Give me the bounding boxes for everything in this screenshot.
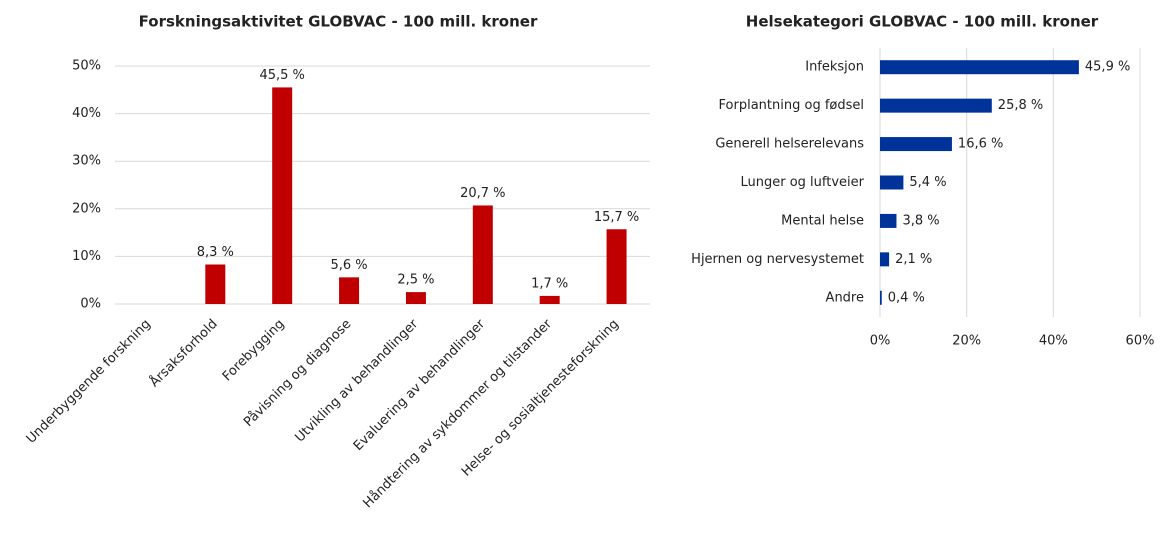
data-label: 25,8 %: [998, 98, 1043, 113]
x-tick-label: Forebygging: [220, 317, 288, 385]
data-label: 45,9 %: [1085, 60, 1130, 75]
x-tick-label: 20%: [952, 334, 981, 349]
y-tick-label: Hjernen og nervesystemet: [691, 252, 864, 267]
data-label: 3,8 %: [902, 213, 939, 228]
bar: [880, 98, 992, 113]
bar: [205, 264, 226, 304]
y-tick-label: Mental helse: [781, 213, 864, 228]
bar: [539, 295, 560, 304]
data-label: 5,4 %: [909, 175, 946, 190]
bar: [606, 229, 627, 304]
data-label: 16,6 %: [958, 137, 1003, 152]
y-tick-label: Generell helserelevans: [715, 137, 864, 152]
x-tick-label: Evaluering av behandlinger: [351, 316, 489, 454]
x-tick-label: 0%: [870, 334, 891, 349]
x-tick-label: Påvisning og diagnose: [241, 317, 354, 430]
y-tick-label: 20%: [72, 201, 101, 216]
data-label: 2,1 %: [895, 252, 932, 267]
data-label: 8,3 %: [197, 245, 234, 260]
bar: [880, 175, 904, 190]
bar: [272, 87, 293, 304]
x-tick-label: Årsaksforhold: [146, 316, 220, 390]
data-label: 1,7 %: [531, 276, 568, 291]
data-label: 0,4 %: [888, 290, 925, 305]
y-tick-label: 40%: [72, 106, 101, 121]
y-tick-label: 30%: [72, 154, 101, 169]
y-tick-label: 10%: [72, 249, 101, 264]
data-label: 15,7 %: [594, 210, 639, 225]
x-tick-label: 60%: [1126, 334, 1155, 349]
y-tick-label: Lunger og luftveier: [741, 175, 865, 190]
bar: [339, 277, 360, 304]
chart-title: Forskningsaktivitet GLOBVAC - 100 mill. …: [139, 13, 538, 31]
data-label: 5,6 %: [330, 258, 367, 273]
y-tick-label: Infeksjon: [805, 60, 864, 75]
y-tick-label: Andre: [826, 290, 864, 305]
y-tick-label: Forplantning og fødsel: [719, 98, 864, 113]
chart-title: Helsekategori GLOBVAC - 100 mill. kroner: [746, 13, 1099, 31]
bar: [880, 60, 1079, 75]
y-tick-label: 50%: [72, 59, 101, 74]
x-tick-label: 40%: [1039, 334, 1068, 349]
bar: [880, 290, 882, 305]
bar: [880, 137, 952, 152]
bar: [880, 213, 897, 228]
bar: [405, 292, 426, 304]
data-label: 45,5 %: [259, 68, 304, 83]
x-tick-label: Utvikling av behandlinger: [292, 316, 421, 445]
bar: [472, 205, 493, 304]
y-tick-label: 0%: [80, 297, 101, 312]
x-tick-label: Underbyggende forskning: [24, 317, 154, 447]
data-label: 20,7 %: [460, 186, 505, 201]
bar: [880, 252, 890, 267]
data-label: 2,5 %: [397, 273, 434, 288]
